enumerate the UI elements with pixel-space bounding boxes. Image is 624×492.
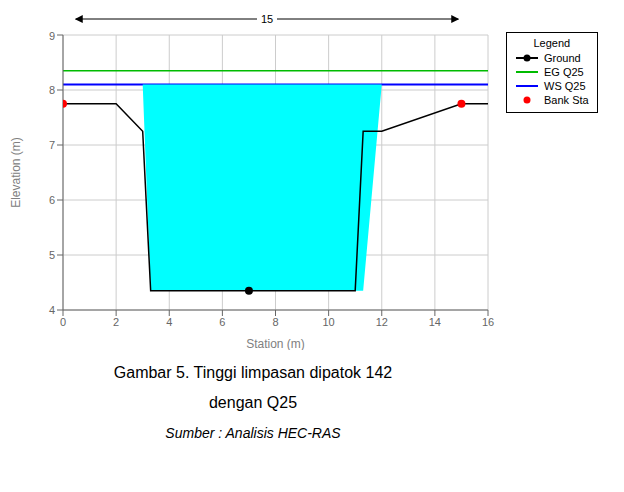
svg-text:16: 16	[482, 316, 494, 328]
svg-text:Elevation (m): Elevation (m)	[9, 137, 23, 208]
svg-text:7: 7	[49, 139, 55, 151]
svg-text:4: 4	[49, 304, 55, 316]
html-text:dengan Q25: dengan Q25	[209, 394, 297, 411]
svg-text:9: 9	[49, 30, 55, 42]
html-text:WS Q25: WS Q25	[544, 80, 586, 92]
svg-text:0: 0	[60, 316, 66, 328]
svg-text:4: 4	[166, 316, 172, 328]
svg-text:8: 8	[272, 316, 278, 328]
html-text:EG Q25: EG Q25	[544, 66, 584, 78]
html-text:Legend: Legend	[533, 37, 571, 49]
html-text:Gambar 5. Tinggi limpasan dipa: Gambar 5. Tinggi limpasan dipatok 142	[113, 364, 393, 381]
svg-text:2: 2	[113, 316, 119, 328]
html-text:Bank Sta: Bank Sta	[544, 94, 589, 106]
svg-text:8: 8	[49, 84, 55, 96]
svg-text:Station (m): Station (m)	[246, 337, 305, 350]
svg-text:6: 6	[219, 316, 225, 328]
svg-text:14: 14	[429, 316, 441, 328]
html-text:Sumber : Analisis HEC-RAS: Sumber : Analisis HEC-RAS	[165, 425, 341, 441]
svg-text:6: 6	[49, 194, 55, 206]
svg-text:12: 12	[376, 316, 388, 328]
svg-text:10: 10	[323, 316, 335, 328]
html-text:Ground: Ground	[544, 52, 581, 64]
svg-text:15: 15	[261, 13, 273, 25]
svg-text:5: 5	[49, 249, 55, 261]
